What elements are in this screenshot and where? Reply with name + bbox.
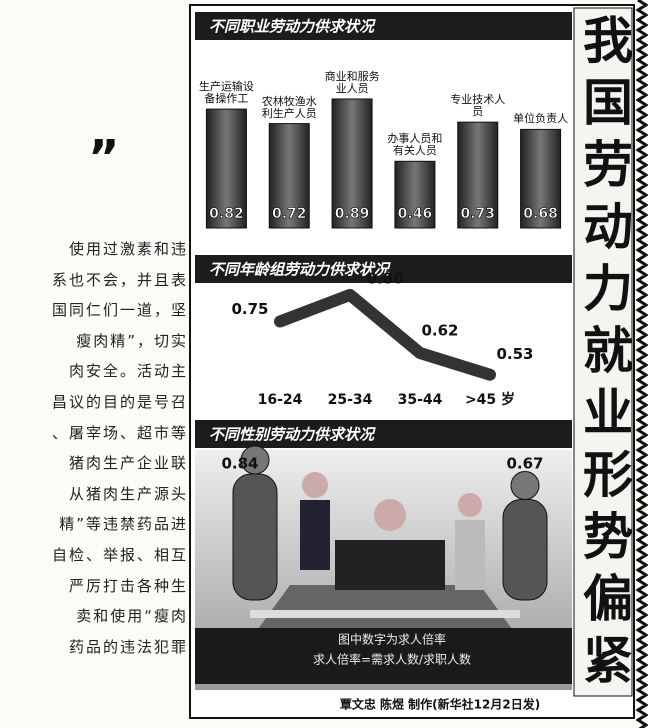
article-line: 严厉打击各种生 bbox=[68, 576, 188, 595]
value-label: 0.67 bbox=[506, 455, 543, 473]
figure bbox=[232, 473, 278, 601]
article-line: 系也不会，并且表 bbox=[51, 270, 188, 289]
bar bbox=[394, 160, 436, 229]
title-column bbox=[573, 7, 633, 697]
article-line: 猪肉生产企业联 bbox=[68, 454, 188, 473]
figure-head bbox=[240, 445, 270, 475]
border-pattern bbox=[636, 0, 648, 728]
value-label: 0.86 bbox=[366, 269, 403, 287]
article-line: 从猪肉生产源头 bbox=[68, 484, 188, 503]
chart-title: 不同职业劳动力供求状况 bbox=[209, 18, 376, 36]
bar bbox=[268, 123, 310, 229]
x-tick-label: 25-34 bbox=[328, 392, 373, 408]
article-line: 昌议的目的是号召 bbox=[51, 393, 188, 411]
x-tick-label: >45 岁 bbox=[465, 391, 515, 408]
note-band bbox=[195, 628, 572, 684]
article-line: 瘦肉精”，切实 bbox=[76, 331, 188, 350]
category-label: 专业技术人员 bbox=[450, 93, 506, 119]
chart-header bbox=[195, 255, 572, 283]
figure-head bbox=[510, 471, 540, 500]
article-line: 卖和使用“瘦肉 bbox=[76, 607, 188, 626]
scene bbox=[250, 472, 520, 640]
bar bbox=[457, 121, 499, 229]
value-label: 0.68 bbox=[523, 206, 558, 222]
article-line: 药品的违法犯罪 bbox=[68, 637, 188, 656]
article-line: 国同仁们一道，坚 bbox=[51, 301, 188, 320]
plot-background bbox=[195, 285, 572, 410]
note: 图中数字为求人倍率 bbox=[338, 632, 446, 647]
value-label: 0.89 bbox=[335, 206, 370, 222]
bar bbox=[331, 98, 373, 229]
category-label: 商业和服务业人员 bbox=[324, 69, 380, 95]
value-label: 0.73 bbox=[460, 206, 495, 222]
article-line: 肉安全。活动主 bbox=[68, 362, 188, 381]
category-label: 办事人员和有关人员 bbox=[387, 132, 443, 158]
chart-title: 不同年龄组劳动力供求状况 bbox=[209, 261, 391, 279]
bar bbox=[520, 128, 562, 229]
category-label: 生产运输设备操作工 bbox=[198, 80, 254, 106]
main-title: 我国劳动力就业形势偏紧 bbox=[575, 14, 633, 696]
article-line: 精”等违禁药品进 bbox=[59, 515, 188, 534]
credit: 覃文忠 陈煜 制作(新华社12月2日发) bbox=[340, 697, 540, 712]
value-label: 0.46 bbox=[398, 206, 433, 222]
value-label: 0.53 bbox=[496, 345, 533, 363]
x-tick-label: 35-44 bbox=[398, 392, 443, 408]
figure bbox=[502, 499, 548, 601]
bar bbox=[205, 108, 247, 229]
chart-title: 不同性别劳动力供求状况 bbox=[209, 426, 376, 444]
quote-mark: ” bbox=[88, 130, 120, 186]
note: 求人倍率=需求人数/求职人数 bbox=[313, 652, 471, 667]
article-line: 、屠宰场、超市等 bbox=[51, 423, 188, 442]
category-label: 农林牧渔水利生产人员 bbox=[261, 94, 317, 120]
line bbox=[274, 288, 496, 381]
value-label: 0.84 bbox=[221, 455, 258, 473]
article-line: 使用过激素和违 bbox=[68, 240, 188, 258]
value-label: 0.82 bbox=[209, 206, 244, 222]
value-label: 0.72 bbox=[272, 206, 307, 222]
chart-header bbox=[195, 12, 572, 40]
chart-header bbox=[195, 420, 572, 448]
x-tick-label: 16-24 bbox=[258, 392, 303, 408]
value-label: 0.75 bbox=[231, 300, 268, 318]
article-line: 自检、举报、相互 bbox=[51, 546, 188, 564]
category-label: 单位负责人 bbox=[513, 112, 569, 126]
value-label: 0.62 bbox=[421, 321, 458, 339]
